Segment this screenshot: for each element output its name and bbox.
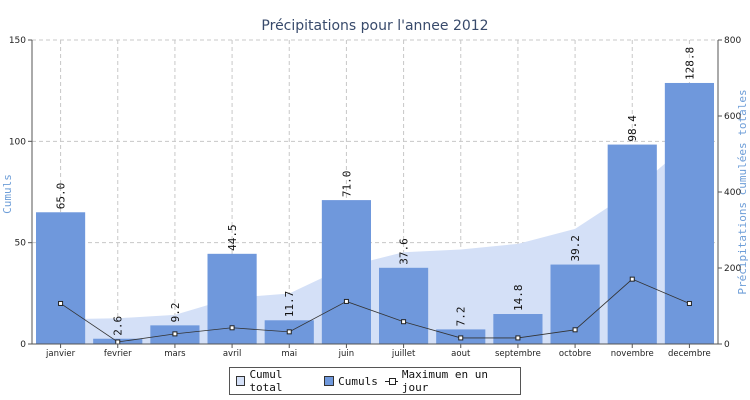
x-tick-label: fevrier bbox=[104, 349, 132, 359]
y-tick-label: 150 bbox=[9, 36, 26, 46]
point-maximum bbox=[229, 325, 235, 331]
x-tick-label: juillet bbox=[391, 349, 416, 359]
y-tick-label: 0 bbox=[20, 340, 26, 350]
y2-tick-label: 800 bbox=[724, 36, 741, 46]
point-maximum bbox=[401, 319, 407, 325]
bar-value-label: 14.8 bbox=[512, 285, 525, 312]
bar-value-label: 65.0 bbox=[55, 183, 68, 210]
x-tick-label: mai bbox=[281, 349, 297, 359]
x-tick-label: janvier bbox=[45, 349, 76, 359]
point-maximum bbox=[115, 339, 121, 345]
legend-swatch-bar bbox=[324, 376, 335, 386]
y-axis-label: Cumuls bbox=[1, 174, 14, 214]
x-tick-label: octobre bbox=[559, 349, 591, 359]
bar-value-label: 2.6 bbox=[112, 316, 125, 336]
legend-label: Cumuls bbox=[338, 374, 378, 388]
point-maximum bbox=[572, 327, 578, 333]
x-tick-label: novembre bbox=[611, 349, 654, 359]
bar-value-label: 71.0 bbox=[340, 171, 353, 198]
x-tick-label: juin bbox=[338, 349, 355, 359]
legend-label: Cumul total bbox=[249, 368, 283, 394]
x-tick-label: avril bbox=[223, 349, 241, 359]
x-tick-label: septembre bbox=[495, 349, 541, 359]
bar bbox=[36, 212, 86, 344]
point-maximum bbox=[286, 329, 292, 335]
x-tick-label: aout bbox=[451, 349, 471, 359]
bar bbox=[321, 200, 371, 344]
legend-label: Maximum en un jour bbox=[401, 368, 488, 394]
y2-tick-label: 0 bbox=[724, 340, 730, 350]
point-maximum bbox=[58, 300, 64, 306]
bar-value-label: 11.7 bbox=[283, 291, 296, 318]
point-maximum bbox=[629, 276, 635, 282]
bar-value-label: 39.2 bbox=[569, 235, 582, 262]
bar-value-label: 37.6 bbox=[398, 238, 411, 265]
bar bbox=[664, 82, 714, 344]
bar-value-label: 128.8 bbox=[683, 47, 696, 80]
line-maximum bbox=[60, 278, 690, 343]
point-maximum bbox=[686, 300, 692, 306]
bar-value-label: 98.4 bbox=[626, 115, 639, 142]
point-maximum bbox=[458, 335, 464, 341]
bar-value-label: 44.5 bbox=[226, 224, 239, 250]
legend-item-maximum: Maximum en un jour bbox=[384, 368, 513, 394]
point-maximum bbox=[172, 331, 178, 337]
chart-title: Précipitations pour l'annee 2012 bbox=[261, 18, 488, 34]
y2-tick-label: 200 bbox=[724, 264, 741, 274]
area-cumul-total bbox=[60, 142, 690, 344]
y-tick-label: 100 bbox=[9, 137, 26, 147]
y-tick-label: 50 bbox=[15, 239, 27, 249]
legend-item-cumuls: Cumuls bbox=[324, 375, 378, 388]
bar bbox=[607, 144, 657, 344]
y2-tick-label: 600 bbox=[724, 112, 741, 122]
legend-swatch-area bbox=[236, 376, 246, 386]
y2-axis-label: Précipitations cumulées totales bbox=[736, 89, 749, 294]
bar-value-label: 9.2 bbox=[169, 302, 182, 322]
x-tick-label: mars bbox=[164, 349, 186, 359]
legend-item-cumul-total: Cumul total bbox=[236, 368, 317, 394]
point-maximum bbox=[343, 298, 349, 304]
legend: Cumul total Cumuls Maximum en un jour bbox=[229, 367, 521, 395]
bar bbox=[379, 267, 429, 344]
point-maximum bbox=[515, 335, 521, 341]
bar-value-label: 7.2 bbox=[455, 307, 468, 327]
bar bbox=[207, 253, 257, 344]
y2-tick-label: 400 bbox=[724, 188, 741, 198]
legend-swatch-line bbox=[384, 376, 398, 386]
x-tick-label: decembre bbox=[668, 349, 711, 359]
